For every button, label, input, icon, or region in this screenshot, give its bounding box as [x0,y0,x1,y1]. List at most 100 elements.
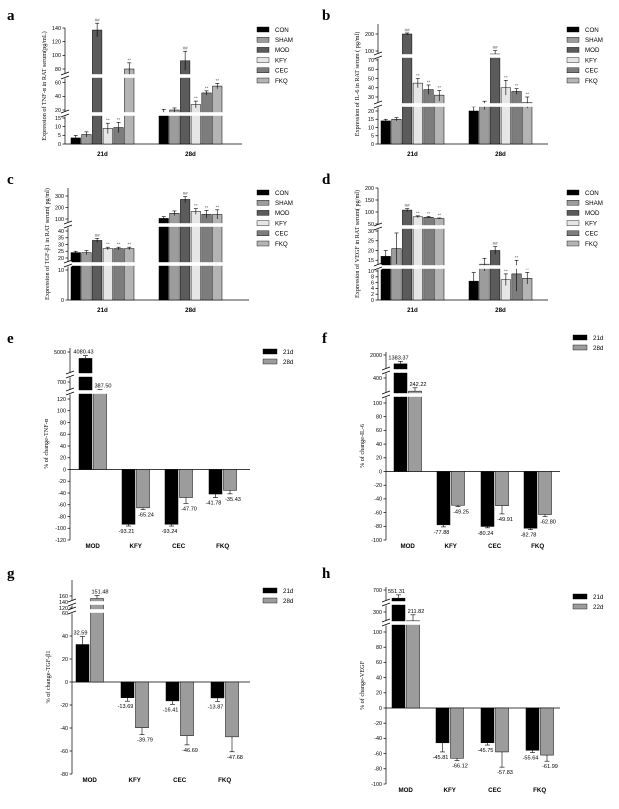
legend-label-mod: MOD [275,47,290,54]
x-category-label: MOD [85,543,100,550]
axis-break-mark [373,262,383,267]
y-tick-label: 30 [58,242,64,248]
bar-21d-mod [393,363,408,472]
x-category-label: 28d [185,307,196,314]
bar-cec-21d [423,89,434,145]
x-category-label: KFY [130,543,143,550]
bar-21d-fkq [208,469,223,495]
y-tick-label: 120 [52,39,61,45]
legend-label-28d: 28d [283,359,294,366]
y-tick-label: 150 [365,198,374,204]
bar-mod-21d [402,33,413,145]
legend-swatch-cec [566,230,580,237]
axis-break-mark [60,109,70,114]
axis-break-band [390,601,422,605]
legend-label-kfy: KFY [275,220,287,227]
bar-28d-mod [93,390,107,470]
significance-mark: ** [127,57,131,62]
significance-mark: ** [127,242,131,247]
axis-break-mark [381,602,391,607]
x-category-label: FKQ [218,777,231,784]
bar-fkq-21d [434,94,445,145]
bar-21d-kfy [435,707,450,744]
axis-break-mark [381,394,391,399]
significance-mark: ** [437,85,441,90]
legend-swatch-mod [256,210,270,216]
x-category-label: 21d [97,307,108,314]
y-tick-label: -60 [374,510,382,516]
y-tick-label: 400 [373,376,382,382]
axis-break-mark [67,606,77,611]
data-label: -35.43 [225,497,241,503]
y-tick-label: 15 [368,117,374,123]
legend-swatch-21d [572,334,588,341]
axis-break-mark [373,55,383,60]
legend-swatch-22d [572,603,588,610]
axis-break-mark [381,618,391,623]
axis-break-band [379,54,544,58]
y-axis-title: % of change-TNF-α [43,418,50,469]
significance-mark: ** [215,204,219,209]
axis-break-mark [381,598,391,603]
y-tick-label: -80 [58,514,66,520]
y-tick-label: 0 [58,142,61,148]
legend-swatch-cec [256,230,270,237]
bar-kfy-21d [412,216,423,301]
y-tick-label: 0 [371,298,374,304]
y-tick-label: 20 [376,456,382,462]
axis-break-band [69,262,245,266]
significance-mark: ** [106,118,110,123]
y-tick-label: 40 [62,634,68,640]
y-tick-label: 60 [376,428,382,434]
panel-label-f: f [322,331,328,347]
y-tick-label: 10 [368,125,374,131]
y-axis-title: Expression of TGF-β1 in RAT serum( pg/ml… [44,188,51,300]
y-tick-label: -20 [374,483,382,489]
y-tick-label: -20 [374,721,382,727]
data-label: 4080.43 [73,350,93,356]
significance-mark: ** [437,213,441,218]
bar-22d-cec [495,707,509,753]
bar-cec-28d [201,214,212,301]
y-tick-label: 100 [57,409,66,415]
axis-break-mark [67,610,77,615]
significance-mark: ** [117,117,121,122]
bar-21d-fkq [523,471,538,529]
legend-swatch-cec [256,67,270,74]
bar-mod-21d [92,240,103,301]
axis-break-mark [65,387,75,392]
x-category-label: KFY [444,787,457,794]
legend-label-sham: SHAM [585,200,603,207]
x-category-label: 21d [407,307,418,314]
panel-label-e: e [7,331,14,347]
x-category-label: CEC [488,787,502,794]
data-label: -66.12 [452,764,468,770]
significance-mark: ** [205,85,209,90]
y-tick-label: 0 [379,706,382,712]
bar-cec-21d [423,217,434,301]
legend-swatch-kfy [256,220,270,226]
axis-break-gap [374,264,382,270]
legend-swatch-kfy [566,57,580,63]
legend-label-sham: SHAM [275,200,293,207]
y-tick-label: 40 [55,94,61,100]
legend-swatch-kfy [256,57,270,63]
significance-mark: ** [194,96,198,101]
bar-28d-cec [495,471,509,506]
axis-break-gap [382,620,390,626]
bar-mod-28d [180,199,191,301]
legend-label-21d: 21d [283,588,294,595]
y-tick-label: 60 [55,80,61,86]
y-tick-label: 120 [57,397,66,403]
legend-swatch-28d [572,344,588,351]
data-label: -57.83 [497,770,513,776]
legend-label-kfy: KFY [585,57,597,64]
data-label: -82.78 [521,533,537,539]
axis-break-mark [67,598,77,603]
y-tick-label: 0 [61,298,64,304]
y-tick-label: 10 [55,124,61,130]
axis-break-band [392,369,424,373]
legend-label-mod: MOD [585,210,600,217]
panel-label-c: c [7,172,14,188]
